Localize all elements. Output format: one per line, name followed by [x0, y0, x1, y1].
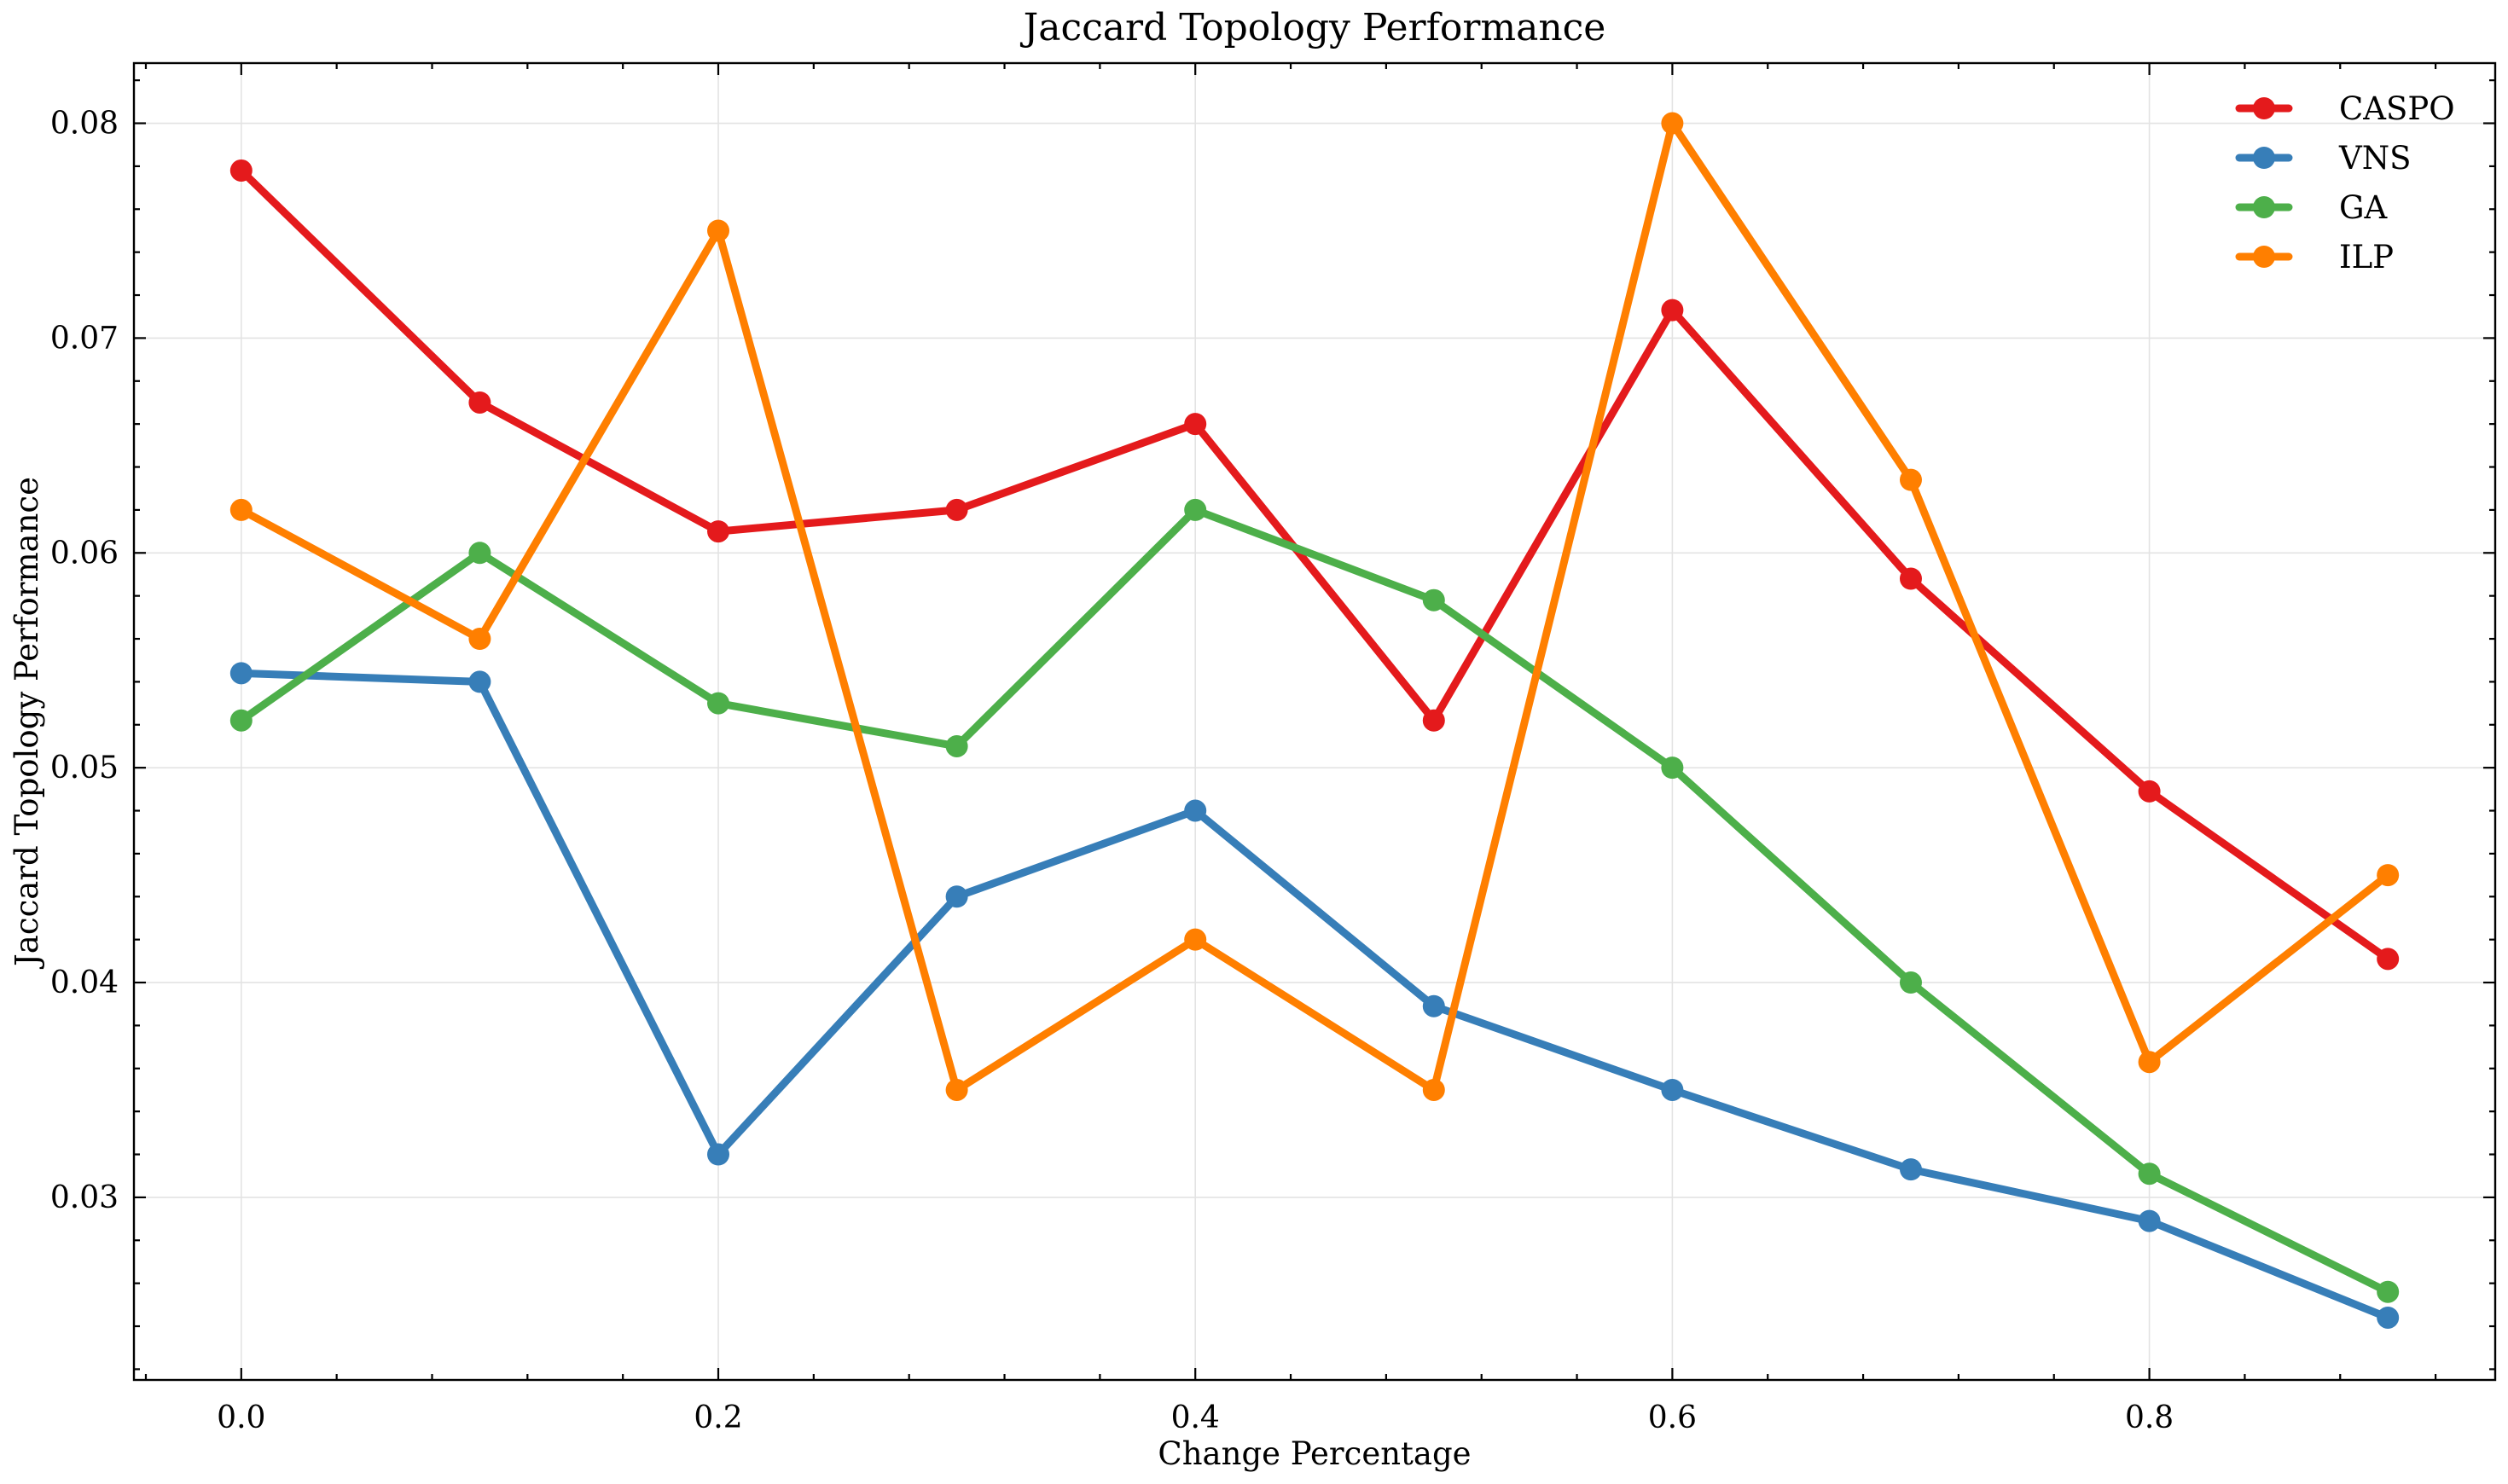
data-point-ilp	[1184, 928, 1207, 951]
series-line-caspo	[237, 166, 2392, 963]
y-tick-label: 0.07	[50, 321, 119, 356]
data-point-caspo	[1184, 413, 1207, 436]
legend-label-caspo: CASPO	[2339, 90, 2455, 127]
y-tick-label: 0.08	[50, 107, 119, 142]
data-point-vns	[1422, 994, 1445, 1017]
legend-item-ilp: ILP	[2235, 239, 2394, 275]
data-point-ga	[945, 734, 968, 757]
data-point-vns	[707, 1143, 730, 1166]
data-point-ga	[1899, 971, 1922, 994]
x-axis-label: Change Percentage	[1158, 1435, 1471, 1472]
data-point-vns	[1184, 799, 1207, 822]
data-point-ga	[1422, 588, 1445, 612]
series-line-ilp	[237, 119, 2392, 1094]
series-layer	[229, 112, 2400, 1329]
data-point-ilp	[945, 1078, 968, 1101]
data-point-caspo	[1899, 567, 1922, 590]
data-point-ga	[2377, 1280, 2400, 1303]
data-point-vns	[945, 885, 968, 908]
series-ilp	[229, 112, 2400, 1101]
data-point-ga	[229, 709, 253, 732]
data-point-vns	[2377, 1306, 2400, 1329]
y-tick-labels: 0.03 0.04 0.05 0.06 0.07 0.08	[50, 107, 119, 1215]
legend-item-caspo: CASPO	[2235, 90, 2455, 127]
y-tick-label: 0.04	[50, 965, 119, 1000]
data-point-vns	[468, 670, 491, 693]
x-tick-label: 0.8	[2125, 1400, 2174, 1435]
legend-item-ga: GA	[2235, 189, 2389, 226]
data-point-vns	[1899, 1158, 1922, 1181]
data-point-caspo	[1661, 299, 1684, 322]
data-point-ilp	[468, 628, 491, 651]
data-point-ilp	[2138, 1051, 2161, 1074]
data-point-ilp	[1899, 468, 1922, 491]
legend-marker-vns	[2253, 147, 2275, 169]
legend-item-vns: VNS	[2235, 140, 2411, 177]
legend: CASPO VNS GA ILP	[2235, 90, 2455, 275]
legend-label-ga: GA	[2339, 189, 2389, 226]
data-point-caspo	[1422, 709, 1445, 732]
data-point-caspo	[945, 498, 968, 521]
data-point-ilp	[1661, 112, 1684, 135]
data-point-ilp	[1422, 1078, 1445, 1101]
data-point-caspo	[2377, 948, 2400, 971]
y-tick-label: 0.06	[50, 536, 119, 571]
series-line-vns	[237, 669, 2392, 1322]
series-ga	[229, 498, 2400, 1303]
data-point-ilp	[229, 498, 253, 521]
plot-frame	[132, 61, 2497, 1382]
series-vns	[229, 662, 2400, 1329]
data-point-ilp	[707, 219, 730, 242]
data-point-caspo	[2138, 780, 2161, 803]
x-tick-label: 0.0	[217, 1400, 265, 1435]
y-axis-label: Jaccard Topology Performance	[9, 477, 45, 970]
x-tick-label: 0.6	[1648, 1400, 1697, 1435]
data-point-ga	[1184, 498, 1207, 521]
data-point-caspo	[468, 391, 491, 414]
data-point-ga	[2138, 1162, 2161, 1185]
data-point-vns	[229, 662, 253, 685]
y-tick-label: 0.03	[50, 1180, 119, 1215]
legend-label-vns: VNS	[2338, 140, 2411, 177]
data-point-ga	[468, 542, 491, 565]
legend-marker-ga	[2253, 196, 2275, 218]
chart-title: Jaccard Topology Performance	[1020, 6, 1606, 49]
data-point-caspo	[707, 520, 730, 543]
data-point-ga	[707, 692, 730, 715]
legend-marker-caspo	[2253, 97, 2275, 119]
x-tick-label: 0.2	[694, 1400, 742, 1435]
legend-label-ilp: ILP	[2339, 239, 2394, 275]
grid-lines	[134, 63, 2495, 1380]
data-point-ga	[1661, 756, 1684, 780]
data-point-caspo	[229, 159, 253, 182]
series-caspo	[229, 159, 2400, 971]
x-tick-labels: 0.0 0.2 0.4 0.6 0.8	[217, 1400, 2174, 1435]
series-line-ga	[237, 506, 2392, 1296]
data-point-vns	[1661, 1078, 1684, 1101]
legend-marker-ilp	[2253, 246, 2275, 268]
data-point-ilp	[2377, 864, 2400, 887]
data-point-vns	[2138, 1209, 2161, 1232]
axis-ticks	[134, 63, 2495, 1380]
y-tick-label: 0.05	[50, 751, 119, 785]
x-tick-label: 0.4	[1171, 1400, 1220, 1435]
